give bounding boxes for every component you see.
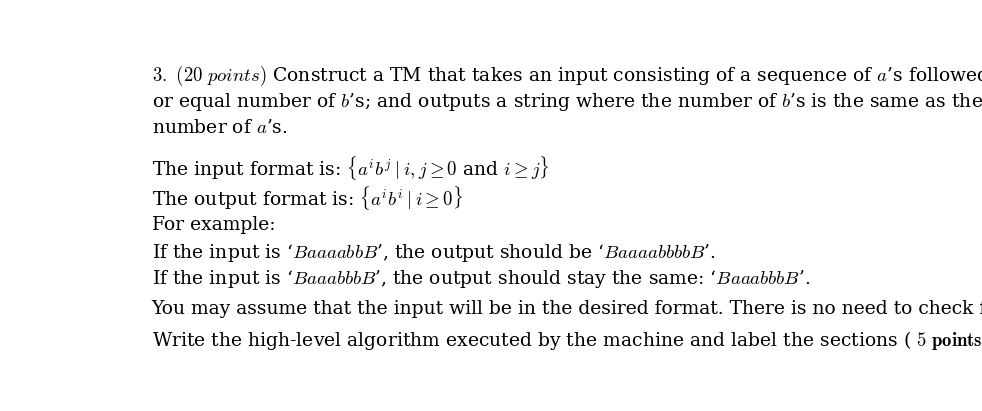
Text: The output format is: $\{a^ib^i\mid i\geq 0\}$: The output format is: $\{a^ib^i\mid i\ge… <box>151 184 463 212</box>
Text: If the input is ‘$BaaaabbB$’, the output should be ‘$BaaaabbbbB$’.: If the input is ‘$BaaaabbB$’, the output… <box>151 242 715 264</box>
Text: For example:: For example: <box>151 217 275 234</box>
Text: or equal number of $b$’s; and outputs a string where the number of $b$’s is the : or equal number of $b$’s; and outputs a … <box>151 91 982 113</box>
Text: $\mathbf{3.}$ $\mathbf{\mathit{(20\ points)}}$ Construct a TM that takes an inpu: $\mathbf{3.}$ $\mathbf{\mathit{(20\ poin… <box>151 64 982 88</box>
Text: The input format is: $\{a^ib^j\mid i,j\geq 0$ and $i\geq j\}$: The input format is: $\{a^ib^j\mid i,j\g… <box>151 154 549 182</box>
Text: You may assume that the input will be in the desired format. There is no need to: You may assume that the input will be in… <box>151 300 982 318</box>
Text: Write the high-level algorithm executed by the machine and label the sections ( : Write the high-level algorithm executed … <box>151 329 982 352</box>
Text: number of $a$’s.: number of $a$’s. <box>151 119 288 136</box>
Text: If the input is ‘$BaaabbbB$’, the output should stay the same: ‘$BaaabbbB$’.: If the input is ‘$BaaabbbB$’, the output… <box>151 268 810 290</box>
